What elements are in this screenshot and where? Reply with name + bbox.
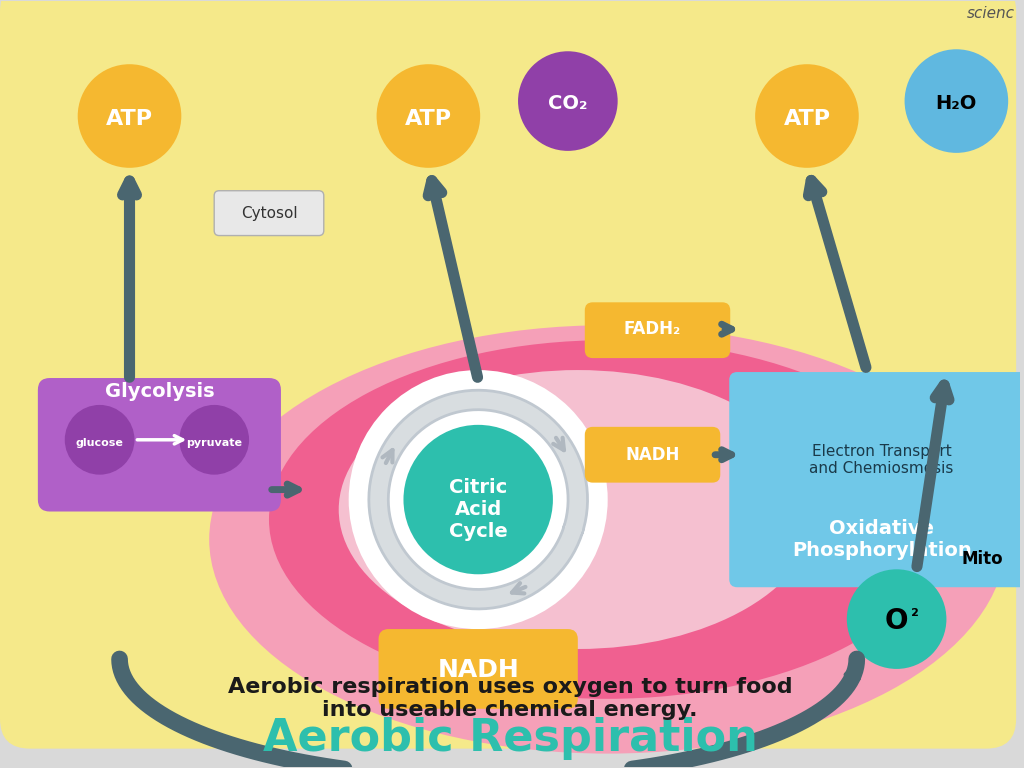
Circle shape bbox=[755, 65, 859, 168]
Circle shape bbox=[847, 569, 946, 669]
FancyBboxPatch shape bbox=[38, 378, 281, 511]
FancyBboxPatch shape bbox=[0, 0, 1016, 749]
FancyBboxPatch shape bbox=[379, 629, 578, 709]
Ellipse shape bbox=[269, 340, 946, 699]
FancyBboxPatch shape bbox=[729, 372, 1024, 588]
Ellipse shape bbox=[339, 370, 817, 649]
Circle shape bbox=[403, 425, 553, 574]
Text: pyruvate: pyruvate bbox=[186, 438, 243, 448]
Text: ATP: ATP bbox=[404, 109, 452, 129]
Text: CO₂: CO₂ bbox=[548, 94, 588, 113]
Text: ATP: ATP bbox=[783, 109, 830, 129]
Circle shape bbox=[349, 370, 607, 629]
Text: FADH₂: FADH₂ bbox=[624, 320, 681, 338]
Ellipse shape bbox=[209, 325, 1007, 753]
FancyBboxPatch shape bbox=[214, 190, 324, 236]
Text: O: O bbox=[885, 607, 908, 635]
Circle shape bbox=[904, 49, 1009, 153]
Text: Glycolysis: Glycolysis bbox=[104, 382, 214, 402]
Text: Aerobic Respiration: Aerobic Respiration bbox=[262, 717, 758, 760]
Text: Oxidative
Phosphorylation: Oxidative Phosphorylation bbox=[792, 519, 972, 560]
Text: ATP: ATP bbox=[106, 109, 153, 129]
Circle shape bbox=[179, 405, 249, 475]
Circle shape bbox=[65, 405, 134, 475]
Text: H₂O: H₂O bbox=[936, 94, 977, 113]
FancyBboxPatch shape bbox=[585, 303, 730, 358]
Text: ₂: ₂ bbox=[910, 602, 919, 620]
Text: NADH: NADH bbox=[437, 658, 519, 682]
Text: Electron Transport
and Chemiosmosis: Electron Transport and Chemiosmosis bbox=[810, 443, 953, 476]
Text: glucose: glucose bbox=[76, 438, 124, 448]
Text: NADH: NADH bbox=[626, 445, 680, 464]
FancyBboxPatch shape bbox=[585, 427, 720, 482]
Text: scienc: scienc bbox=[967, 6, 1015, 22]
Text: Aerobic respiration uses oxygen to turn food
into useable chemical energy.: Aerobic respiration uses oxygen to turn … bbox=[227, 677, 793, 720]
Circle shape bbox=[78, 65, 181, 168]
Text: Citric
Acid
Cycle: Citric Acid Cycle bbox=[449, 478, 508, 541]
Circle shape bbox=[377, 65, 480, 168]
Text: Mito: Mito bbox=[962, 551, 1002, 568]
Text: Cytosol: Cytosol bbox=[241, 206, 297, 221]
Circle shape bbox=[518, 51, 617, 151]
